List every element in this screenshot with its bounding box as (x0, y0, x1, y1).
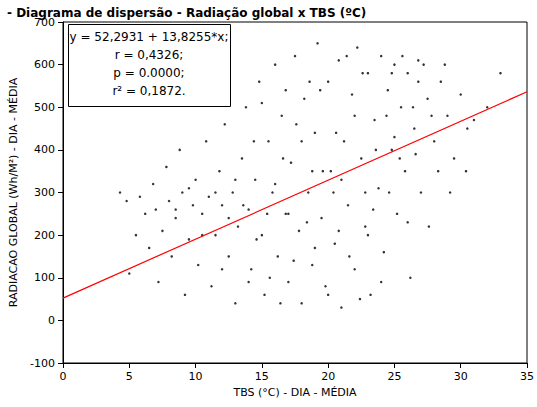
svg-text:100: 100 (34, 271, 55, 284)
svg-text:300: 300 (34, 186, 55, 199)
svg-text:10: 10 (189, 370, 203, 383)
svg-text:TBS (°C) - DIA - MÉDIA: TBS (°C) - DIA - MÉDIA (232, 386, 357, 399)
svg-text:r² = 0,1872.: r² = 0,1872. (112, 84, 185, 98)
svg-text:r = 0,4326;: r = 0,4326; (115, 48, 184, 62)
svg-text:20: 20 (321, 370, 335, 383)
svg-text:700: 700 (34, 15, 55, 29)
svg-text:30: 30 (454, 370, 468, 383)
svg-text:400: 400 (34, 143, 55, 156)
svg-text:500: 500 (34, 101, 55, 114)
svg-text:200: 200 (34, 229, 55, 242)
svg-text:p = 0.0000;: p = 0.0000; (113, 66, 184, 80)
svg-text:0: 0 (48, 314, 55, 327)
svg-text:y = 52,2931 + 13,8255*x;: y = 52,2931 + 13,8255*x; (70, 30, 229, 44)
svg-text:25: 25 (387, 370, 401, 383)
svg-text:15: 15 (255, 370, 269, 383)
svg-text:5: 5 (126, 370, 133, 383)
svg-text:- Diagrama de dispersão - Radi: - Diagrama de dispersão - Radiação globa… (7, 6, 366, 20)
svg-text:RADIACAO GLOBAL (Wh/M²) - DIA: RADIACAO GLOBAL (Wh/M²) - DIA - MÉDIA (7, 77, 20, 307)
svg-text:0: 0 (60, 370, 67, 383)
svg-text:35: 35 (520, 370, 534, 383)
svg-text:600: 600 (34, 58, 55, 71)
svg-text:-100: -100 (30, 357, 55, 370)
